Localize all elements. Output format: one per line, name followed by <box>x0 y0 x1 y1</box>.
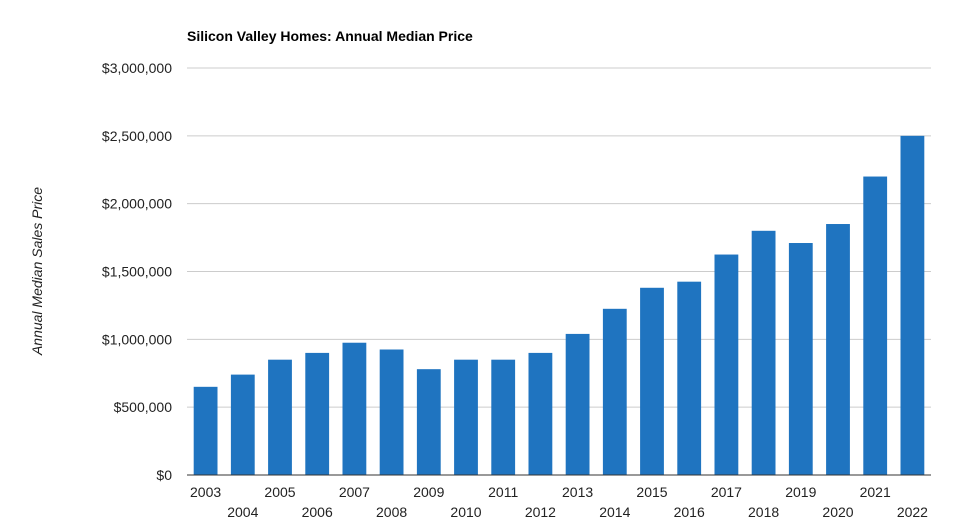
bar-2019 <box>788 243 813 475</box>
x-tick-label: 2021 <box>860 484 891 500</box>
x-axis-ticks: 2003 2004 2005 2006 2007 2008 2009 2010 2011 2012… <box>190 484 928 520</box>
x-tick-label: 2019 <box>785 484 816 500</box>
bar-2008 <box>379 349 404 475</box>
bar-2020 <box>826 224 850 475</box>
x-tick-label: 2018 <box>748 504 779 520</box>
gridlines <box>187 67 931 408</box>
bar-2003 <box>193 386 218 475</box>
bar-2012 <box>528 352 553 475</box>
x-tick-label: 2005 <box>264 484 295 500</box>
x-tick-label: 2009 <box>413 484 444 500</box>
y-axis-label: Annual Median Sales Price <box>29 187 45 356</box>
chart-title: Silicon Valley Homes: Annual Median Pric… <box>187 28 473 44</box>
y-axis-ticks: $0 $500,000 $1,000,000 $1,500,000 $2,000,000… <box>102 60 172 483</box>
x-tick-label: 2007 <box>339 484 370 500</box>
y-tick-label: $2,500,000 <box>102 128 172 144</box>
x-tick-label: 2011 <box>488 484 518 500</box>
bar-2004 <box>230 374 255 475</box>
bar-2018 <box>751 230 776 475</box>
bar-2013 <box>565 333 590 475</box>
bar-2022 <box>900 135 925 476</box>
y-tick-label: $1,000,000 <box>102 331 172 347</box>
x-tick-label: 2004 <box>227 504 258 520</box>
y-tick-label: $500,000 <box>114 399 173 415</box>
x-tick-label: 2012 <box>525 504 556 520</box>
y-tick-label: $3,000,000 <box>102 60 172 76</box>
bar-2015 <box>640 287 664 475</box>
bar-2005 <box>268 359 292 475</box>
x-tick-label: 2006 <box>302 504 333 520</box>
bar-2016 <box>677 281 702 475</box>
x-tick-label: 2017 <box>711 484 742 500</box>
x-tick-label: 2020 <box>822 504 853 520</box>
bar-2014 <box>602 308 627 475</box>
x-tick-label: 2016 <box>674 504 705 520</box>
x-tick-label: 2008 <box>376 504 407 520</box>
y-tick-label: $0 <box>156 467 172 483</box>
bar-2010 <box>454 359 478 475</box>
x-tick-label: 2022 <box>897 504 928 520</box>
bar-2006 <box>305 352 330 475</box>
x-tick-label: 2015 <box>636 484 667 500</box>
x-tick-label: 2003 <box>190 484 221 500</box>
bar-2017 <box>714 254 739 475</box>
bars <box>193 135 925 476</box>
y-tick-label: $1,500,000 <box>102 264 172 280</box>
bar-2011 <box>491 359 516 475</box>
bar-2009 <box>416 369 441 475</box>
x-tick-label: 2013 <box>562 484 593 500</box>
bar-2007 <box>342 342 367 475</box>
bar-2021 <box>863 176 888 476</box>
x-tick-label: 2010 <box>450 504 481 520</box>
y-tick-label: $2,000,000 <box>102 196 172 212</box>
x-tick-label: 2014 <box>599 504 630 520</box>
